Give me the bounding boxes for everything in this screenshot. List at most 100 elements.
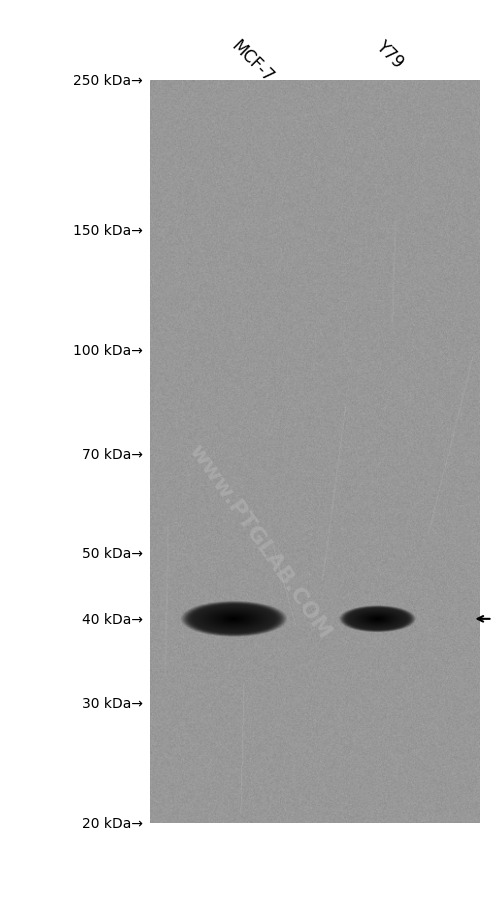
Ellipse shape [228,617,240,621]
Ellipse shape [370,616,385,621]
Ellipse shape [225,616,243,622]
Ellipse shape [198,607,270,631]
Ellipse shape [352,610,404,628]
Text: 50 kDa→: 50 kDa→ [82,547,142,561]
Ellipse shape [348,609,408,630]
Ellipse shape [211,612,257,627]
Ellipse shape [206,610,262,629]
Ellipse shape [352,611,403,628]
Ellipse shape [356,612,399,627]
Ellipse shape [227,617,241,621]
Ellipse shape [375,619,380,620]
Ellipse shape [342,607,413,631]
Ellipse shape [359,612,396,626]
Ellipse shape [187,603,281,635]
Text: 250 kDa→: 250 kDa→ [73,74,142,88]
Ellipse shape [196,606,272,632]
Ellipse shape [355,612,400,627]
Ellipse shape [184,603,284,636]
Ellipse shape [372,617,383,621]
Ellipse shape [370,617,385,621]
Ellipse shape [349,609,406,629]
Ellipse shape [361,613,394,625]
Ellipse shape [356,612,400,627]
Ellipse shape [198,607,270,631]
Ellipse shape [365,615,390,623]
Ellipse shape [212,612,256,627]
Text: 70 kDa→: 70 kDa→ [82,448,142,462]
Ellipse shape [366,615,388,623]
Ellipse shape [232,618,236,620]
Text: MCF-7: MCF-7 [228,37,277,87]
Ellipse shape [376,619,380,620]
Ellipse shape [358,612,398,626]
Ellipse shape [184,603,284,636]
Ellipse shape [192,605,276,633]
Ellipse shape [354,611,401,627]
Ellipse shape [360,613,394,625]
Ellipse shape [339,606,416,632]
Ellipse shape [344,607,411,631]
Ellipse shape [214,612,254,626]
Ellipse shape [364,614,392,624]
Ellipse shape [372,617,384,621]
Ellipse shape [370,617,384,621]
Ellipse shape [340,606,415,632]
Ellipse shape [363,614,392,624]
Ellipse shape [350,610,406,629]
Ellipse shape [220,614,248,624]
Ellipse shape [366,615,388,623]
Ellipse shape [210,611,258,627]
Text: 150 kDa→: 150 kDa→ [72,224,142,238]
Ellipse shape [184,603,284,636]
Ellipse shape [205,610,263,629]
Ellipse shape [340,606,414,632]
Ellipse shape [186,603,282,635]
Ellipse shape [196,606,272,632]
Ellipse shape [373,618,382,621]
Ellipse shape [346,608,409,630]
Ellipse shape [218,613,250,624]
Ellipse shape [342,607,413,631]
Ellipse shape [181,602,287,637]
Ellipse shape [350,610,405,629]
Ellipse shape [214,612,254,626]
Ellipse shape [192,605,276,633]
Ellipse shape [370,616,386,622]
Ellipse shape [223,615,245,622]
Ellipse shape [340,606,414,632]
Ellipse shape [222,615,246,623]
Ellipse shape [354,611,402,628]
Text: 100 kDa→: 100 kDa→ [72,343,142,357]
Ellipse shape [372,617,384,621]
Ellipse shape [212,612,256,626]
Ellipse shape [345,608,410,630]
Ellipse shape [368,616,386,622]
Ellipse shape [185,603,283,636]
Ellipse shape [358,612,397,626]
Ellipse shape [364,614,390,623]
Ellipse shape [344,607,411,630]
Ellipse shape [232,619,235,620]
Ellipse shape [371,617,384,621]
Ellipse shape [216,613,252,625]
Ellipse shape [366,615,390,623]
Ellipse shape [196,606,272,631]
Ellipse shape [220,614,248,624]
Ellipse shape [231,618,237,621]
Ellipse shape [204,609,264,629]
Text: Y79: Y79 [372,37,407,71]
Ellipse shape [352,611,403,628]
Ellipse shape [360,612,396,625]
Ellipse shape [200,608,268,630]
Ellipse shape [198,607,270,631]
Ellipse shape [186,603,282,635]
Ellipse shape [218,613,250,625]
Ellipse shape [204,609,264,630]
Ellipse shape [208,611,260,628]
Ellipse shape [226,616,242,622]
Ellipse shape [206,610,262,629]
Ellipse shape [354,611,401,628]
Ellipse shape [200,608,268,630]
Ellipse shape [229,618,239,621]
